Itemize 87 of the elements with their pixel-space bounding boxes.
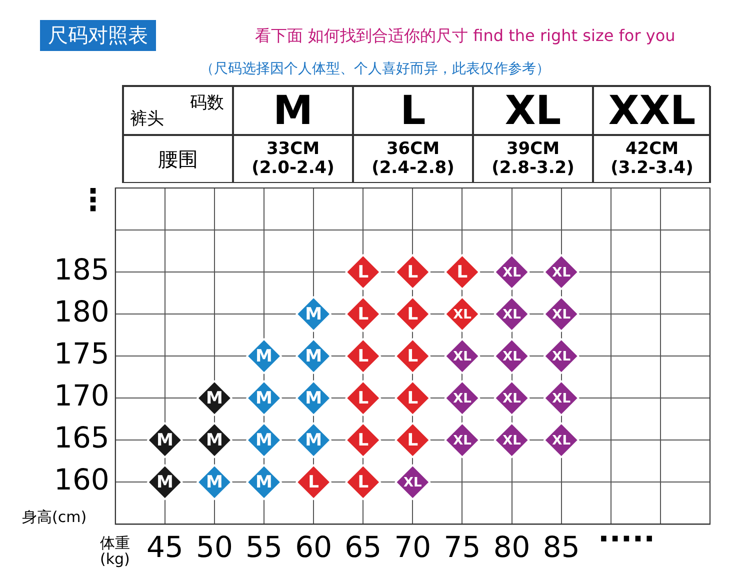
text: L — [358, 430, 369, 451]
y-tick-label: 160 — [54, 462, 110, 497]
text: XL — [453, 392, 472, 406]
text: M — [256, 430, 272, 451]
text: M — [233, 86, 353, 135]
point — [345, 338, 381, 374]
point — [345, 380, 381, 416]
text: 腰围 — [123, 135, 233, 183]
text: L — [456, 262, 468, 282]
x-tick-label: 80 — [493, 530, 530, 564]
series-label: L — [308, 472, 320, 493]
text: XXL — [593, 86, 711, 135]
text: L — [358, 262, 369, 282]
y-tick-label: 175 — [54, 336, 110, 371]
text: L — [358, 304, 369, 324]
text: XL — [453, 434, 472, 449]
y-tick-label: 180 — [54, 294, 110, 329]
text: L — [358, 388, 369, 409]
text: L — [407, 304, 418, 324]
point — [345, 254, 381, 290]
point — [444, 254, 480, 290]
text: ⋮ — [78, 183, 108, 218]
text: M — [206, 388, 223, 409]
text: L — [358, 346, 369, 367]
text: M — [256, 472, 272, 493]
text: 42CM (3.2-3.4) — [593, 135, 711, 183]
text: 裤头 — [130, 108, 164, 130]
text: XL — [502, 349, 521, 364]
x-axis-title: 体重(kg) — [100, 534, 131, 568]
text: L — [407, 262, 418, 282]
x-tick-label: 85 — [542, 530, 580, 564]
y-tick-label: 165 — [54, 420, 110, 455]
text: L — [358, 472, 369, 493]
series-label: XL — [453, 307, 472, 322]
series-label: M — [206, 472, 223, 493]
text: M — [156, 430, 174, 451]
text: XL — [552, 392, 570, 406]
point — [394, 296, 430, 332]
text: 39CM (2.8-3.2) — [473, 135, 593, 183]
text: XL — [453, 349, 472, 364]
text: XL — [502, 307, 521, 322]
point — [345, 464, 381, 500]
chart-subtitle: 看下面 如何找到合适你的尺寸 find the right size for you — [255, 26, 676, 47]
x-tick-label: 70 — [394, 530, 432, 564]
point — [345, 422, 381, 458]
series-label: M — [156, 472, 174, 493]
point — [296, 464, 332, 500]
point — [394, 380, 430, 416]
x-tick-label: 50 — [196, 530, 233, 564]
text: XL — [552, 434, 570, 449]
text: XL — [502, 434, 521, 449]
text: M — [305, 430, 322, 451]
y-tick-label: 170 — [54, 378, 110, 413]
text: M — [206, 430, 223, 451]
text: L — [407, 430, 418, 451]
text: M — [305, 346, 322, 367]
x-tick-label: 60 — [295, 530, 332, 564]
point — [394, 422, 430, 458]
point — [394, 338, 430, 374]
text: L — [407, 346, 418, 367]
point — [345, 296, 381, 332]
text: M — [256, 388, 272, 409]
text: XL — [502, 265, 521, 280]
text: XL — [552, 349, 570, 364]
point — [394, 254, 430, 290]
text: M — [305, 388, 322, 409]
text: 33CM (2.0-2.4) — [233, 135, 353, 183]
series-label: XL — [404, 476, 422, 491]
x-tick-label: 65 — [344, 530, 382, 564]
text: XL — [502, 392, 521, 406]
x-tick-label: 75 — [444, 530, 481, 564]
x-tick-label: 55 — [246, 530, 282, 564]
chart-title: 尺码对照表 — [40, 20, 156, 51]
text: XL — [473, 86, 593, 135]
annotation: ····· — [598, 522, 655, 557]
text: M — [256, 346, 272, 367]
text: 36CM (2.4-2.8) — [353, 135, 473, 183]
text: XL — [552, 265, 570, 280]
y-tick-label: 185 — [54, 252, 110, 287]
text: M — [305, 304, 322, 324]
y-axis-title: 身高(cm) — [22, 508, 87, 527]
text: 码数 — [190, 92, 224, 114]
text: （尺码选择因个人体型、个人喜好而异，此表仅作参考） — [200, 60, 550, 78]
x-tick-label: 45 — [146, 530, 184, 564]
text: L — [407, 388, 418, 409]
text: XL — [552, 307, 570, 322]
text: L — [353, 86, 473, 135]
